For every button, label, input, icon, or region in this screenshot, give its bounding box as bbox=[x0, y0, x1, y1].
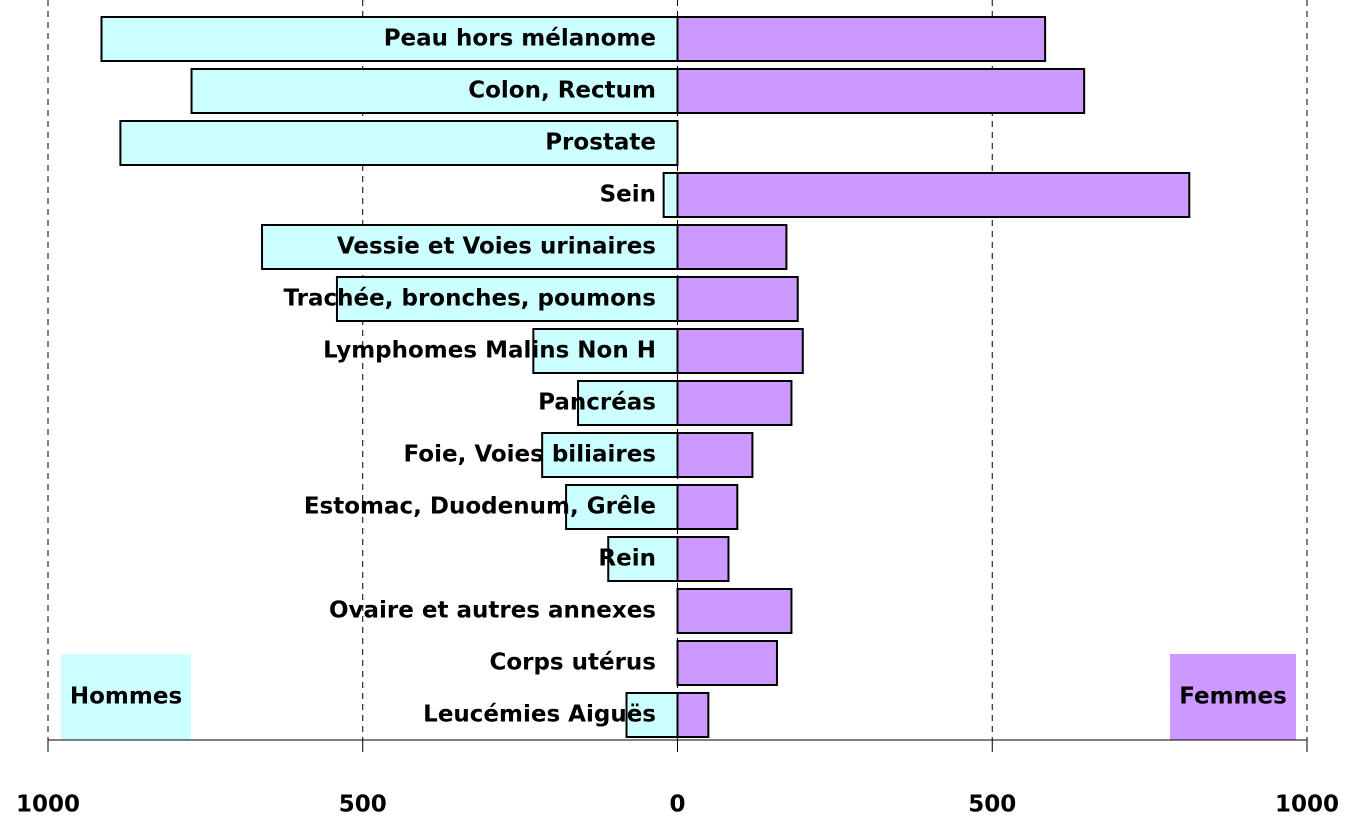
bar bbox=[119, 120, 679, 166]
bar bbox=[676, 692, 710, 738]
bar bbox=[676, 588, 793, 634]
legend-swatch bbox=[1170, 654, 1296, 740]
category-label: Lymphomes Malins Non H bbox=[323, 338, 656, 364]
category-label: Estomac, Duodenum, Grêle bbox=[304, 494, 656, 520]
legend-label: Femmes bbox=[1179, 684, 1287, 710]
bar bbox=[676, 276, 799, 322]
x-tick-label: 500 bbox=[968, 792, 1016, 818]
category-label: Vessie et Voies urinaires bbox=[337, 234, 656, 260]
bar bbox=[676, 172, 1191, 218]
bar bbox=[625, 692, 679, 738]
bar bbox=[541, 432, 679, 478]
bar bbox=[100, 16, 679, 62]
bar bbox=[335, 276, 679, 322]
category-label: Foie, Voies biliaires bbox=[404, 442, 656, 468]
bar bbox=[676, 328, 804, 374]
category-label: Prostate bbox=[545, 130, 656, 156]
x-tick-label: 0 bbox=[669, 792, 685, 818]
category-label: Leucémies Aiguës bbox=[423, 702, 656, 728]
category-label: Rein bbox=[598, 546, 656, 572]
x-tick-label: 500 bbox=[339, 792, 387, 818]
bar bbox=[676, 224, 788, 270]
category-label: Corps utérus bbox=[489, 650, 656, 676]
bar bbox=[676, 484, 739, 530]
legend-swatch bbox=[61, 654, 191, 740]
bar bbox=[676, 432, 754, 478]
x-tick-label: 1000 bbox=[1275, 792, 1339, 818]
category-label: Sein bbox=[600, 182, 656, 208]
x-tick-label: 1000 bbox=[16, 792, 80, 818]
bar bbox=[676, 380, 793, 426]
bar bbox=[261, 224, 679, 270]
bar bbox=[662, 172, 679, 218]
category-label: Peau hors mélanome bbox=[384, 26, 656, 52]
bar bbox=[676, 68, 1086, 114]
category-label: Colon, Rectum bbox=[468, 78, 656, 104]
bar bbox=[607, 536, 679, 582]
bar bbox=[676, 640, 778, 686]
category-label: Pancréas bbox=[538, 390, 656, 416]
bar bbox=[676, 16, 1047, 62]
bar bbox=[676, 536, 730, 582]
bar bbox=[532, 328, 679, 374]
legend-label: Hommes bbox=[70, 684, 182, 710]
category-label: Trachée, bronches, poumons bbox=[284, 286, 656, 312]
category-label: Ovaire et autres annexes bbox=[329, 598, 656, 624]
